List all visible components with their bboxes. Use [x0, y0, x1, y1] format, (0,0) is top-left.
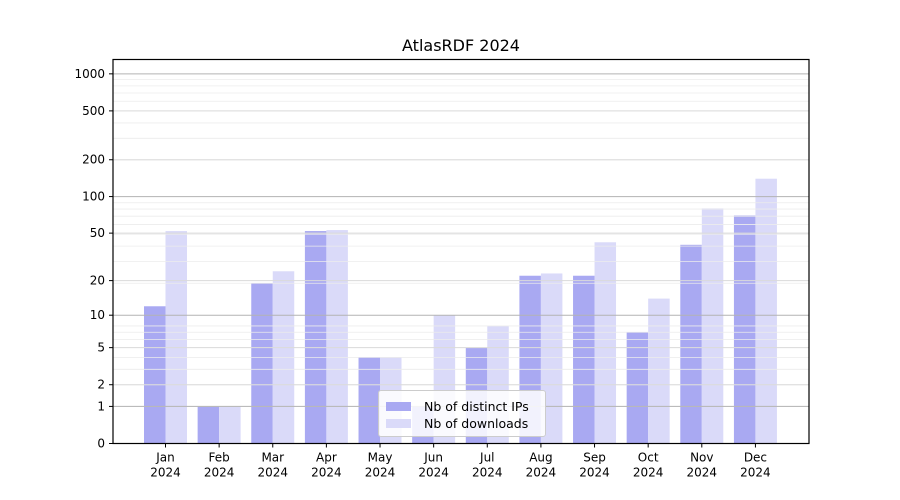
x-tick-label-year: 2024 [365, 466, 396, 480]
bar-jan-distinct-ips [144, 306, 166, 444]
x-tick-label-month: Mar [261, 451, 284, 465]
bar-oct-distinct-ips [626, 332, 649, 444]
bar-aug-downloads [540, 273, 563, 444]
x-tick-label-month: Jun [423, 451, 443, 465]
bar-dec-distinct-ips [733, 215, 756, 444]
bar-sep-downloads [594, 242, 617, 444]
x-tick-label-month: Dec [744, 451, 767, 465]
x-tick-label-year: 2024 [687, 466, 718, 480]
legend-swatch-downloads [386, 418, 411, 429]
legend-item-downloads: Nb of downloads [386, 415, 545, 432]
x-tick-label-year: 2024 [150, 466, 181, 480]
x-tick-label-month: Oct [638, 451, 659, 465]
x-tick-label-year: 2024 [204, 466, 235, 480]
x-tick-label-year: 2024 [579, 466, 610, 480]
bar-sep-distinct-ips [573, 275, 595, 444]
x-tick-label-year: 2024 [526, 466, 557, 480]
x-tick-label-month: Jan [155, 451, 175, 465]
legend-label: Nb of distinct IPs [424, 399, 529, 414]
x-tick-label-year: 2024 [740, 466, 771, 480]
x-tick-label-month: Apr [316, 451, 337, 465]
y-tick-label: 10 [90, 308, 105, 322]
bar-jan-downloads [165, 231, 187, 444]
y-tick-label: 0 [97, 437, 105, 451]
axes-frame [112, 58, 810, 445]
bar-feb-distinct-ips [197, 406, 220, 444]
bar-oct-downloads [648, 298, 670, 444]
bar-mar-distinct-ips [251, 283, 273, 444]
y-tick-label: 500 [82, 104, 105, 118]
y-tick-label: 20 [90, 274, 105, 288]
bar-feb-downloads [219, 406, 241, 444]
bar-apr-downloads [326, 230, 348, 444]
legend-item-distinct-ips: Nb of distinct IPs [386, 398, 545, 415]
y-tick-label: 2 [97, 378, 105, 392]
y-tick-label: 5 [97, 341, 105, 355]
x-tick-label-month: May [368, 451, 393, 465]
y-tick-label: 1 [97, 399, 105, 413]
legend: Nb of distinct IPs Nb of downloads [378, 390, 546, 437]
x-tick-label-month: Jul [479, 451, 494, 465]
y-tick-label: 1000 [74, 67, 105, 81]
bar-dec-downloads [755, 178, 777, 444]
x-tick-label-year: 2024 [257, 466, 288, 480]
bar-may-distinct-ips [358, 357, 381, 444]
chart-title: AtlasRDF 2024 [402, 36, 520, 55]
bar-apr-distinct-ips [304, 231, 327, 444]
x-tick-label-year: 2024 [311, 466, 342, 480]
x-tick-label-year: 2024 [472, 466, 503, 480]
x-tick-label-year: 2024 [418, 466, 449, 480]
x-tick-label-month: Aug [529, 451, 552, 465]
legend-swatch-distinct-ips [386, 401, 411, 412]
y-tick-label: 100 [82, 190, 105, 204]
x-tick-label-month: Feb [209, 451, 230, 465]
bar-nov-distinct-ips [680, 244, 702, 444]
legend-label: Nb of downloads [424, 416, 529, 431]
x-tick-label-month: Sep [583, 451, 606, 465]
y-tick-label: 200 [82, 153, 105, 167]
x-tick-label-year: 2024 [633, 466, 664, 480]
x-tick-label-month: Nov [690, 451, 713, 465]
y-tick-label: 50 [90, 226, 105, 240]
